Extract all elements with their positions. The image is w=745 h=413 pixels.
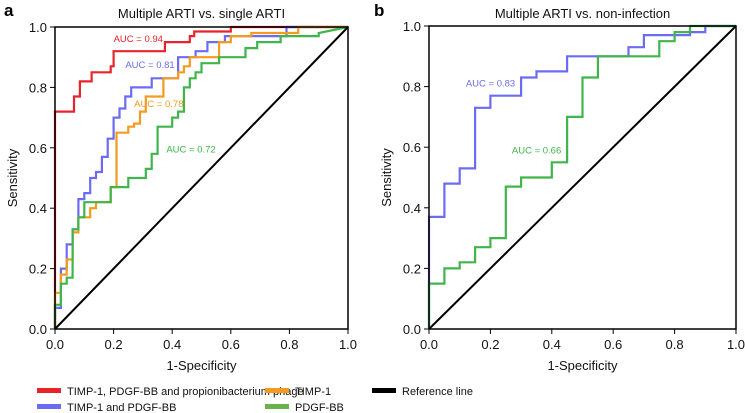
x-tick-label: 0.2: [481, 337, 499, 352]
x-tick-label: 0.8: [666, 337, 684, 352]
x-tick-label: 0.6: [604, 337, 622, 352]
auc-label: AUC = 0.72: [166, 144, 215, 155]
y-tick-label: 0.4: [403, 201, 421, 216]
x-tick-label: 0.4: [163, 337, 181, 352]
y-tick-label: 1.0: [29, 20, 47, 35]
legend-label: PDGF-BB: [295, 402, 344, 413]
legend-item: TIMP-1: [265, 386, 331, 398]
y-tick-label: 0.4: [29, 201, 47, 216]
x-axis-label: 1-Specificity: [166, 358, 237, 373]
x-tick-label: 0.4: [543, 337, 561, 352]
y-tick-label: 1.0: [403, 19, 421, 34]
legend-label: Reference line: [402, 386, 473, 398]
y-tick-label: 0.6: [403, 140, 421, 155]
legend-label: TIMP-1 and PDGF-BB: [67, 402, 176, 413]
roc-curve-timp-1-and-pdgf-bb: [427, 24, 736, 329]
auc-label: AUC = 0.83: [466, 79, 515, 90]
x-tick-label: 0.2: [105, 337, 123, 352]
y-tick-label: 0.8: [403, 80, 421, 95]
legend-label: TIMP-1: [295, 386, 331, 398]
reference-line: [428, 25, 737, 330]
legend-swatch: [265, 388, 289, 393]
x-axis-label: 1-Specificity: [547, 358, 618, 373]
y-axis-label: Sensitivity: [5, 148, 20, 207]
chart-title: Multiple ARTI vs. non-infection: [495, 6, 670, 21]
roc-curve-timp-1-pdgf-bb-and-propionibacterium-phage: [53, 25, 348, 329]
x-tick-label: 1.0: [339, 337, 357, 352]
reference-line: [54, 26, 349, 330]
y-tick-label: 0.0: [403, 322, 421, 337]
y-tick-label: 0.6: [29, 141, 47, 156]
y-tick-label: 0.2: [29, 262, 47, 277]
auc-label: AUC = 0.66: [512, 145, 561, 156]
y-tick-label: 0.2: [403, 261, 421, 276]
roc-curve-pdgf-bb: [53, 25, 349, 329]
x-tick-label: 1.0: [727, 337, 745, 352]
x-tick-label: 0.8: [280, 337, 298, 352]
x-tick-label: 0.0: [46, 337, 64, 352]
roc-curve-pdgf-bb: [427, 24, 736, 329]
legend: TIMP-1, PDGF-BB and propionibacterium ph…: [37, 386, 473, 413]
chart-panel-a: a Multiple ARTI vs. single ARTI 0.0 0.2 0.4 0…: [4, 1, 357, 373]
auc-label: AUC = 0.78: [134, 99, 183, 110]
auc-label: AUC = 0.81: [125, 60, 174, 71]
plot-frame: [54, 26, 349, 330]
y-tick-label: 0.8: [29, 80, 47, 95]
chart-panel-b: b Multiple ARTI vs. non-infection 0.0 0.2 0.…: [374, 1, 745, 373]
legend-swatch: [372, 388, 396, 393]
legend-item: TIMP-1, PDGF-BB and propionibacterium ph…: [37, 386, 304, 398]
panel-label: a: [4, 1, 14, 20]
panel-label: b: [374, 1, 384, 20]
plot-frame: [428, 25, 737, 330]
legend-swatch: [265, 404, 289, 409]
legend-item: PDGF-BB: [265, 402, 344, 413]
legend-item: TIMP-1 and PDGF-BB: [37, 402, 176, 413]
y-axis-label: Sensitivity: [379, 148, 394, 207]
auc-label: AUC = 0.94: [114, 34, 163, 45]
legend-label: TIMP-1, PDGF-BB and propionibacterium ph…: [67, 386, 304, 398]
legend-swatch: [37, 388, 61, 393]
x-tick-label: 0.0: [420, 337, 438, 352]
chart-title: Multiple ARTI vs. single ARTI: [118, 6, 285, 21]
legend-swatch: [37, 404, 61, 409]
legend-item: Reference line: [372, 386, 473, 398]
x-tick-label: 0.6: [222, 337, 240, 352]
y-tick-label: 0.0: [29, 322, 47, 337]
